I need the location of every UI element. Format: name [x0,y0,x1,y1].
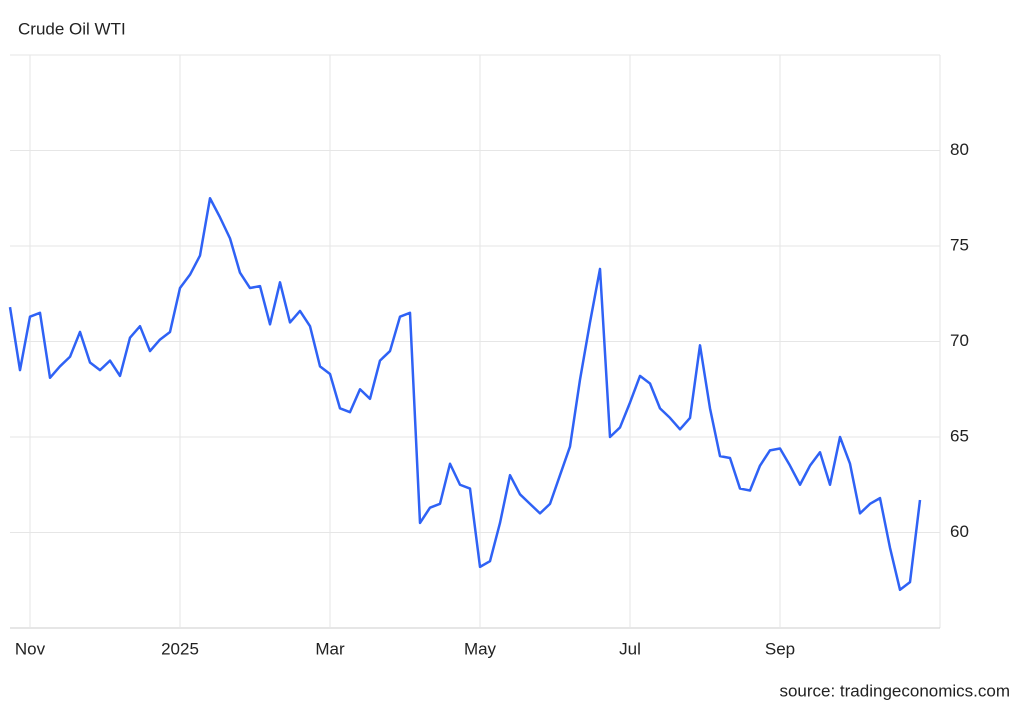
y-tick-label: 70 [950,331,969,350]
y-tick-label: 75 [950,235,969,254]
x-tick-label: Sep [765,639,795,658]
y-tick-label: 65 [950,426,969,445]
chart-title: Crude Oil WTI [18,19,126,38]
x-tick-label: May [464,639,497,658]
y-tick-label: 60 [950,522,969,541]
x-tick-label: 2025 [161,639,199,658]
y-tick-label: 80 [950,140,969,159]
x-tick-label: Jul [619,639,641,658]
x-tick-label: Mar [315,639,345,658]
price-line [8,197,922,592]
x-tick-label: Nov [15,639,46,658]
source: source: tradingeconomics.com [779,681,1010,700]
